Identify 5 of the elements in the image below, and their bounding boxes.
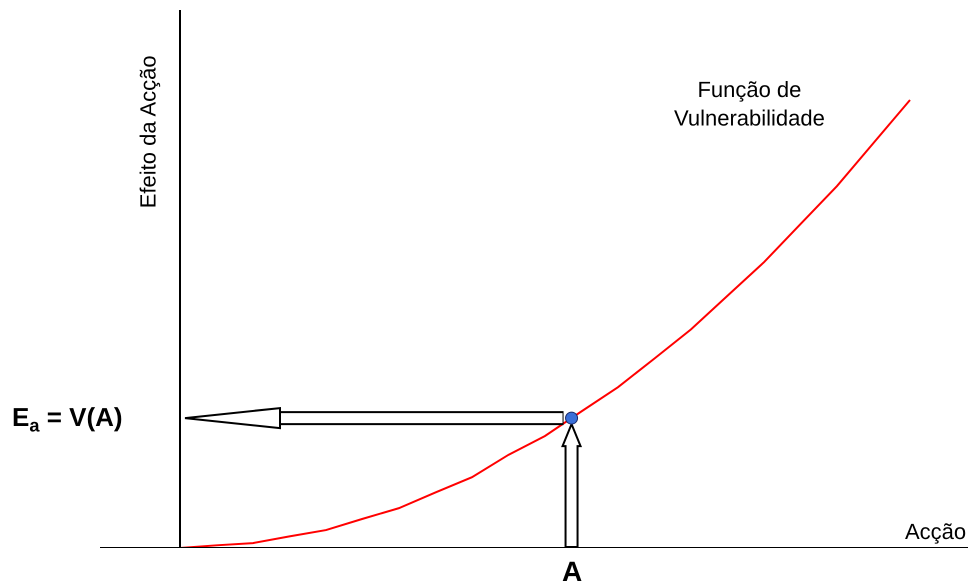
annotation: Função de Vulnerabilidade [674, 77, 825, 131]
y-axis-title: Efeito da Acção [136, 55, 161, 208]
ref-line-label: E$_{a}$ = V(A) [12, 402, 123, 436]
x-axis-title: Acção [905, 519, 966, 544]
text: A [562, 556, 582, 585]
